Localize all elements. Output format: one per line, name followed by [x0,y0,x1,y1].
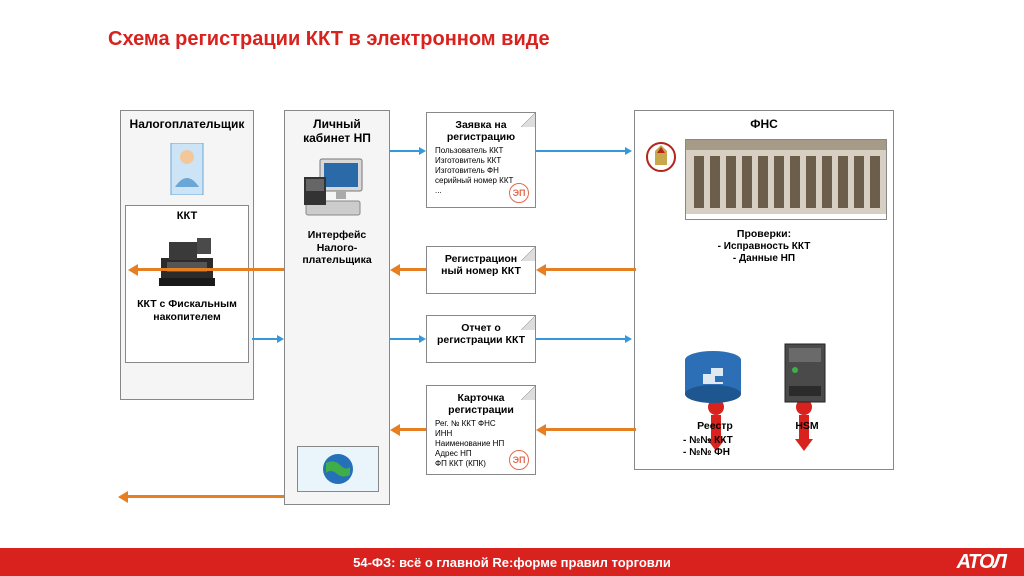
fns-registry-label: Реестр [687,420,743,433]
doc-report-title: Отчет о регистрации ККТ [435,322,527,346]
globe-card-icon [297,446,379,492]
col-taxpayer-label: Налогоплательщик [121,111,253,137]
doc-regnum-title: Регистрацион ный номер ККТ [435,253,527,277]
col-fns: ФНС Про [634,110,894,470]
arrow [536,150,626,152]
doc-line: Пользователь ККТ [435,146,527,156]
footer: 54-ФЗ: всё о главной Re:форме правил тор… [0,548,1024,576]
fns-check-0: - Исправность ККТ [647,241,881,253]
computer-icon [285,151,389,225]
hsm-icon [781,342,829,409]
doc-line: Изготовитель ФН [435,166,527,176]
cash-register-icon [126,226,248,294]
doc-application: Заявка на регистрацию Пользователь ККТ И… [426,112,536,208]
col-cabinet: Личный кабинет НП Интерфейс Налого-плате… [284,110,390,505]
arrow [544,428,636,431]
doc-line: ИНН [435,429,527,439]
page-title: Схема регистрации ККТ в электронном виде [108,28,550,51]
doc-report: Отчет о регистрации ККТ [426,315,536,363]
emblem-icon [643,139,679,220]
arrow [136,268,284,271]
fns-registry-1: - №№ ФН [683,447,730,459]
col-taxpayer: Налогоплательщик ККТ ККТ с Фискальным на… [120,110,254,400]
fns-checks-title: Проверки: [647,228,881,241]
kkt-caption: ККТ с Фискальным накопителем [126,294,248,327]
kkt-box: ККТ ККТ с Фискальным накопителем [125,205,249,363]
arrow [544,268,636,271]
arrow [390,338,420,340]
doc-application-title: Заявка на регистрацию [435,119,527,143]
doc-card-title: Карточка регистрации [435,392,527,416]
fns-check-1: - Данные НП [647,253,881,265]
building-icon [685,139,887,220]
stamp-icon: ЭП [509,183,529,203]
fns-hsm-label: HSM [785,420,829,433]
arrow [536,338,626,340]
col-fns-label: ФНС [635,111,893,137]
fns-registry-0: - №№ ККТ [683,435,733,447]
doc-line: Изготовитель ККТ [435,156,527,166]
doc-regnum: Регистрацион ный номер ККТ [426,246,536,294]
logo: АТОЛ [957,551,1006,574]
arrow [252,338,278,340]
arrow [390,150,420,152]
kkt-box-label: ККТ [126,206,248,226]
doc-line: Рег. № ККТ ФНС [435,419,527,429]
arrow [126,495,284,498]
col-cabinet-label: Личный кабинет НП [285,111,389,151]
arrow [398,428,426,431]
stamp-icon: ЭП [509,450,529,470]
person-icon [121,137,253,201]
footer-text: 54-ФЗ: всё о главной Re:форме правил тор… [353,555,671,570]
database-icon [681,350,745,409]
arrow [398,268,426,271]
doc-card: Карточка регистрации Рег. № ККТ ФНС ИНН … [426,385,536,475]
doc-line: Наименование НП [435,439,527,449]
cabinet-caption: Интерфейс Налого-плательщика [285,225,389,271]
